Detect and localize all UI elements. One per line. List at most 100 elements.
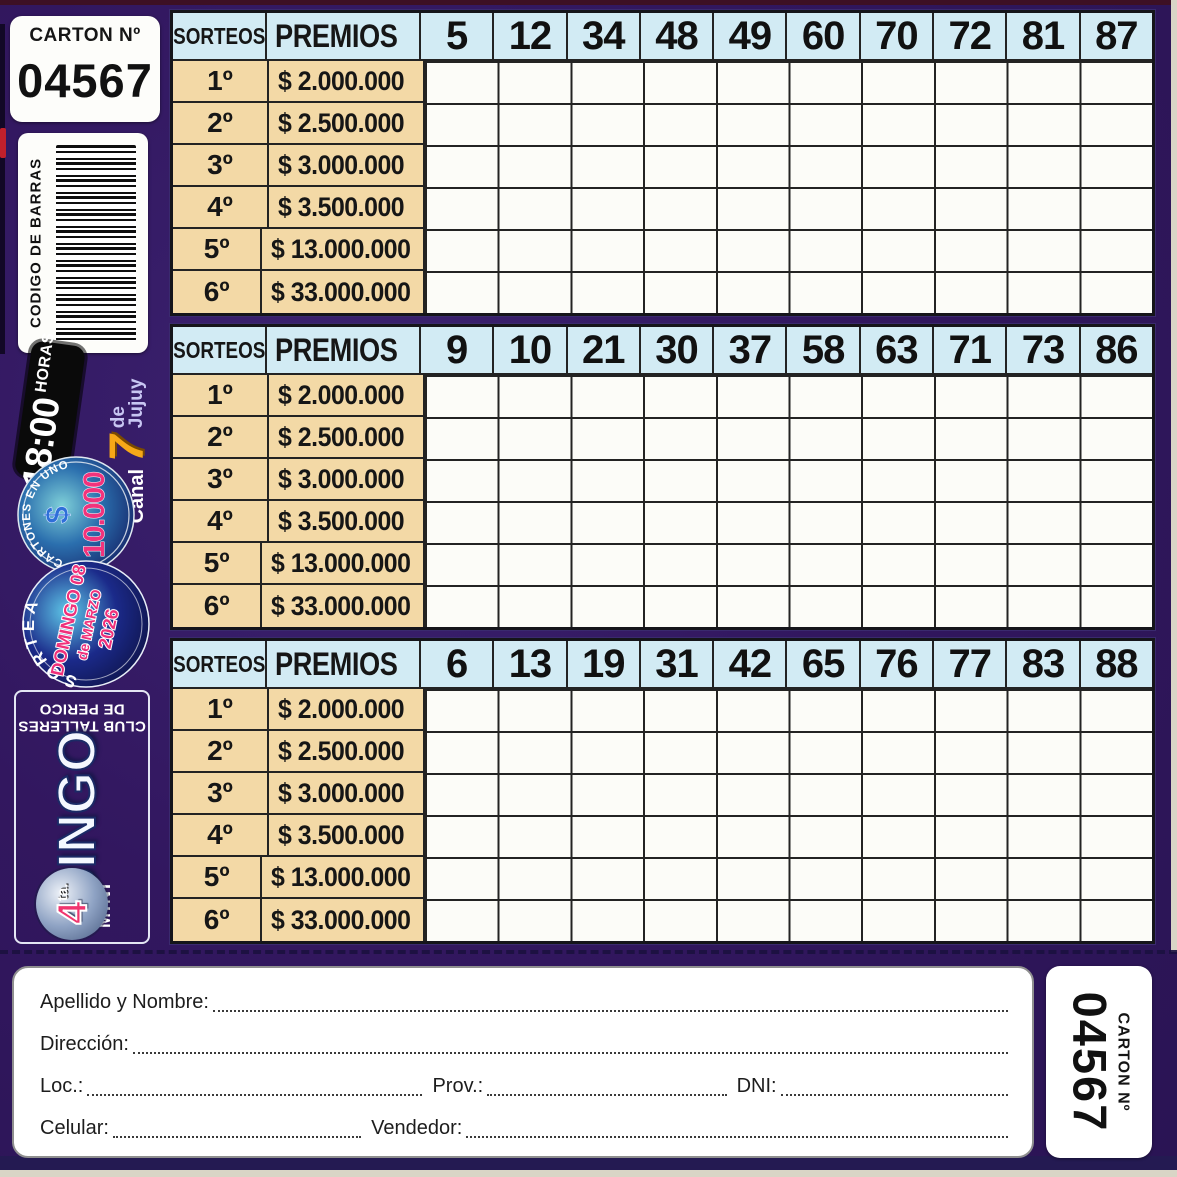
scan-edge-left [0,24,5,354]
scan-edge-top [0,0,1177,5]
sorteos-header: SORTEOS [173,641,267,687]
bingo-number-cell: 6 [421,641,495,687]
bingo-number-cell: 83 [1007,641,1081,687]
game-table-1: SORTEOS PREMIOS 5 12 34 48 49 60 70 72 8… [170,10,1155,316]
carton-number-panel: CARTON Nº 04567 [10,16,160,122]
bingo-number-cell: 21 [568,327,641,373]
bingo-number-cell: 31 [641,641,715,687]
empty-number-grid [425,689,1152,941]
prize-row: 1º $ 2.000.000 [173,375,425,417]
prize-rows: 1º $ 2.000.000 2º $ 2.500.000 3º $ 3.000.00… [173,689,425,941]
table-header-row: SORTEOS PREMIOS 6 13 19 31 42 65 76 77 8… [173,641,1152,689]
edition-badge: 4 ta. [36,868,108,940]
seller-field-line [466,1132,1008,1138]
bottom-band [0,1156,1177,1172]
bingo-number-cell: 19 [568,641,641,687]
edition-number: 4 [47,900,96,925]
form-row-name: Apellido y Nombre: [40,992,1008,1012]
prize-row: 2º $ 2.500.000 [173,417,425,459]
bingo-number-cell: 58 [787,327,861,373]
bingo-number-cell: 65 [787,641,861,687]
locality-field-label: Loc.: [40,1075,84,1097]
phone-field-label: Celular: [40,1117,109,1139]
dni-field-line [780,1090,1008,1096]
carton-number: 04567 [17,54,153,107]
bingo-number-cell: 5 [421,13,495,59]
prize-row: 6º $ 33.000.000 [173,585,425,627]
prize-row: 6º $ 33.000.000 [173,899,425,941]
dni-field-label: DNI: [736,1075,777,1097]
seller-field-label: Vendedor: [371,1117,463,1139]
bingo-number-cell: 86 [1095,327,1138,372]
scan-red-mark [0,128,6,158]
prize-row: 3º $ 3.000.000 [173,773,425,815]
bingo-number-cell: 71 [934,327,1008,373]
draw-date-badge: SORTEA DOMINGO 08 de MARZO 2026 [20,560,150,690]
bingo-number-cell: 49 [714,13,788,59]
sorteos-header: SORTEOS [173,327,267,373]
prize-row: 2º $ 2.500.000 [173,731,425,773]
barcode-label: CODIGO DE BARRAS [27,157,45,329]
bingo-number-cell: 37 [714,327,788,373]
bingo-number-cell: 34 [568,13,641,59]
phone-field-line [112,1132,362,1138]
bingo-number-cell: 87 [1095,13,1138,58]
empty-number-grid [425,61,1152,313]
bingo-number-cell: 88 [1095,641,1138,686]
bingo-number-cell: 81 [1007,13,1081,59]
bingo-number-cell: 73 [1007,327,1081,373]
province-field-label: Prov.: [432,1075,484,1097]
barcode-panel: CODIGO DE BARRAS [18,133,148,353]
address-field-line [132,1048,1008,1054]
name-field-label: Apellido y Nombre: [40,991,209,1013]
scan-paper-edge-bottom [0,1170,1177,1177]
prize-row: 4º $ 3.500.000 [173,187,425,229]
bingo-number-cell: 60 [787,13,861,59]
form-row-address: Dirección: [40,1034,1008,1054]
form-row-phone-seller: Celular: Vendedor: [40,1118,1008,1138]
bingo-number-cell: 72 [934,13,1008,59]
bingo-number-cell: 48 [641,13,715,59]
bingo-number-cell: 13 [494,641,568,687]
form-row-loc-prov-dni: Loc.: Prov.: DNI: [40,1076,1008,1096]
stub-carton-number: 04567 [1063,991,1117,1133]
prize-row: 1º $ 2.000.000 [173,689,425,731]
prize-rows: 1º $ 2.000.000 2º $ 2.500.000 3º $ 3.000.00… [173,375,425,627]
promo-amount: 10.000 [78,472,111,558]
prize-row: 3º $ 3.000.000 [173,459,425,501]
sorteos-header: SORTEOS [173,13,267,59]
bingo-number-cell: 30 [641,327,715,373]
perforation-line [0,950,1177,954]
table-header-row: SORTEOS PREMIOS 5 12 34 48 49 60 70 72 8… [173,13,1152,61]
prize-row: 4º $ 3.500.000 [173,501,425,543]
game-table-3: SORTEOS PREMIOS 6 13 19 31 42 65 76 77 8… [170,638,1155,944]
club-name: CLUB TALLERES DE PERICO [18,700,146,735]
province-field-line [487,1090,727,1096]
bingo-number-cell: 70 [861,13,935,59]
dollar-symbol: $ [39,506,75,524]
bingo-number-cell: 10 [494,327,568,373]
stub-carton-panel: CARTON Nº 04567 [1046,966,1152,1158]
address-field-label: Dirección: [40,1033,129,1055]
scan-paper-edge-right [1171,0,1177,952]
game-table-2: SORTEOS PREMIOS 9 10 21 30 37 58 63 71 7… [170,324,1155,630]
prize-row: 4º $ 3.500.000 [173,815,425,857]
club-brand-panel: CLUB TALLERES DE PERICO BINGO MINI 4 ta. [14,690,150,944]
prize-rows: 1º $ 2.000.000 2º $ 2.500.000 3º $ 3.000.00… [173,61,425,313]
prize-row: 1º $ 2.000.000 [173,61,425,103]
promo-price-badge: 3 CARTONES EN UNO $ 10.000 [17,456,135,574]
name-field-line [212,1006,1008,1012]
bingo-number-cell: 76 [861,641,935,687]
prize-row: 2º $ 2.500.000 [173,103,425,145]
bingo-number-cell: 12 [494,13,568,59]
empty-number-grid [425,375,1152,627]
prize-row: 5º $ 13.000.000 [173,229,425,271]
barcode [56,145,136,341]
edition-suffix: ta. [54,883,72,902]
prize-row: 6º $ 33.000.000 [173,271,425,313]
premios-header: PREMIOS [267,327,421,373]
bingo-number-cell: 9 [421,327,495,373]
carton-label: CARTON Nº [29,25,141,46]
premios-header: PREMIOS [267,641,421,687]
